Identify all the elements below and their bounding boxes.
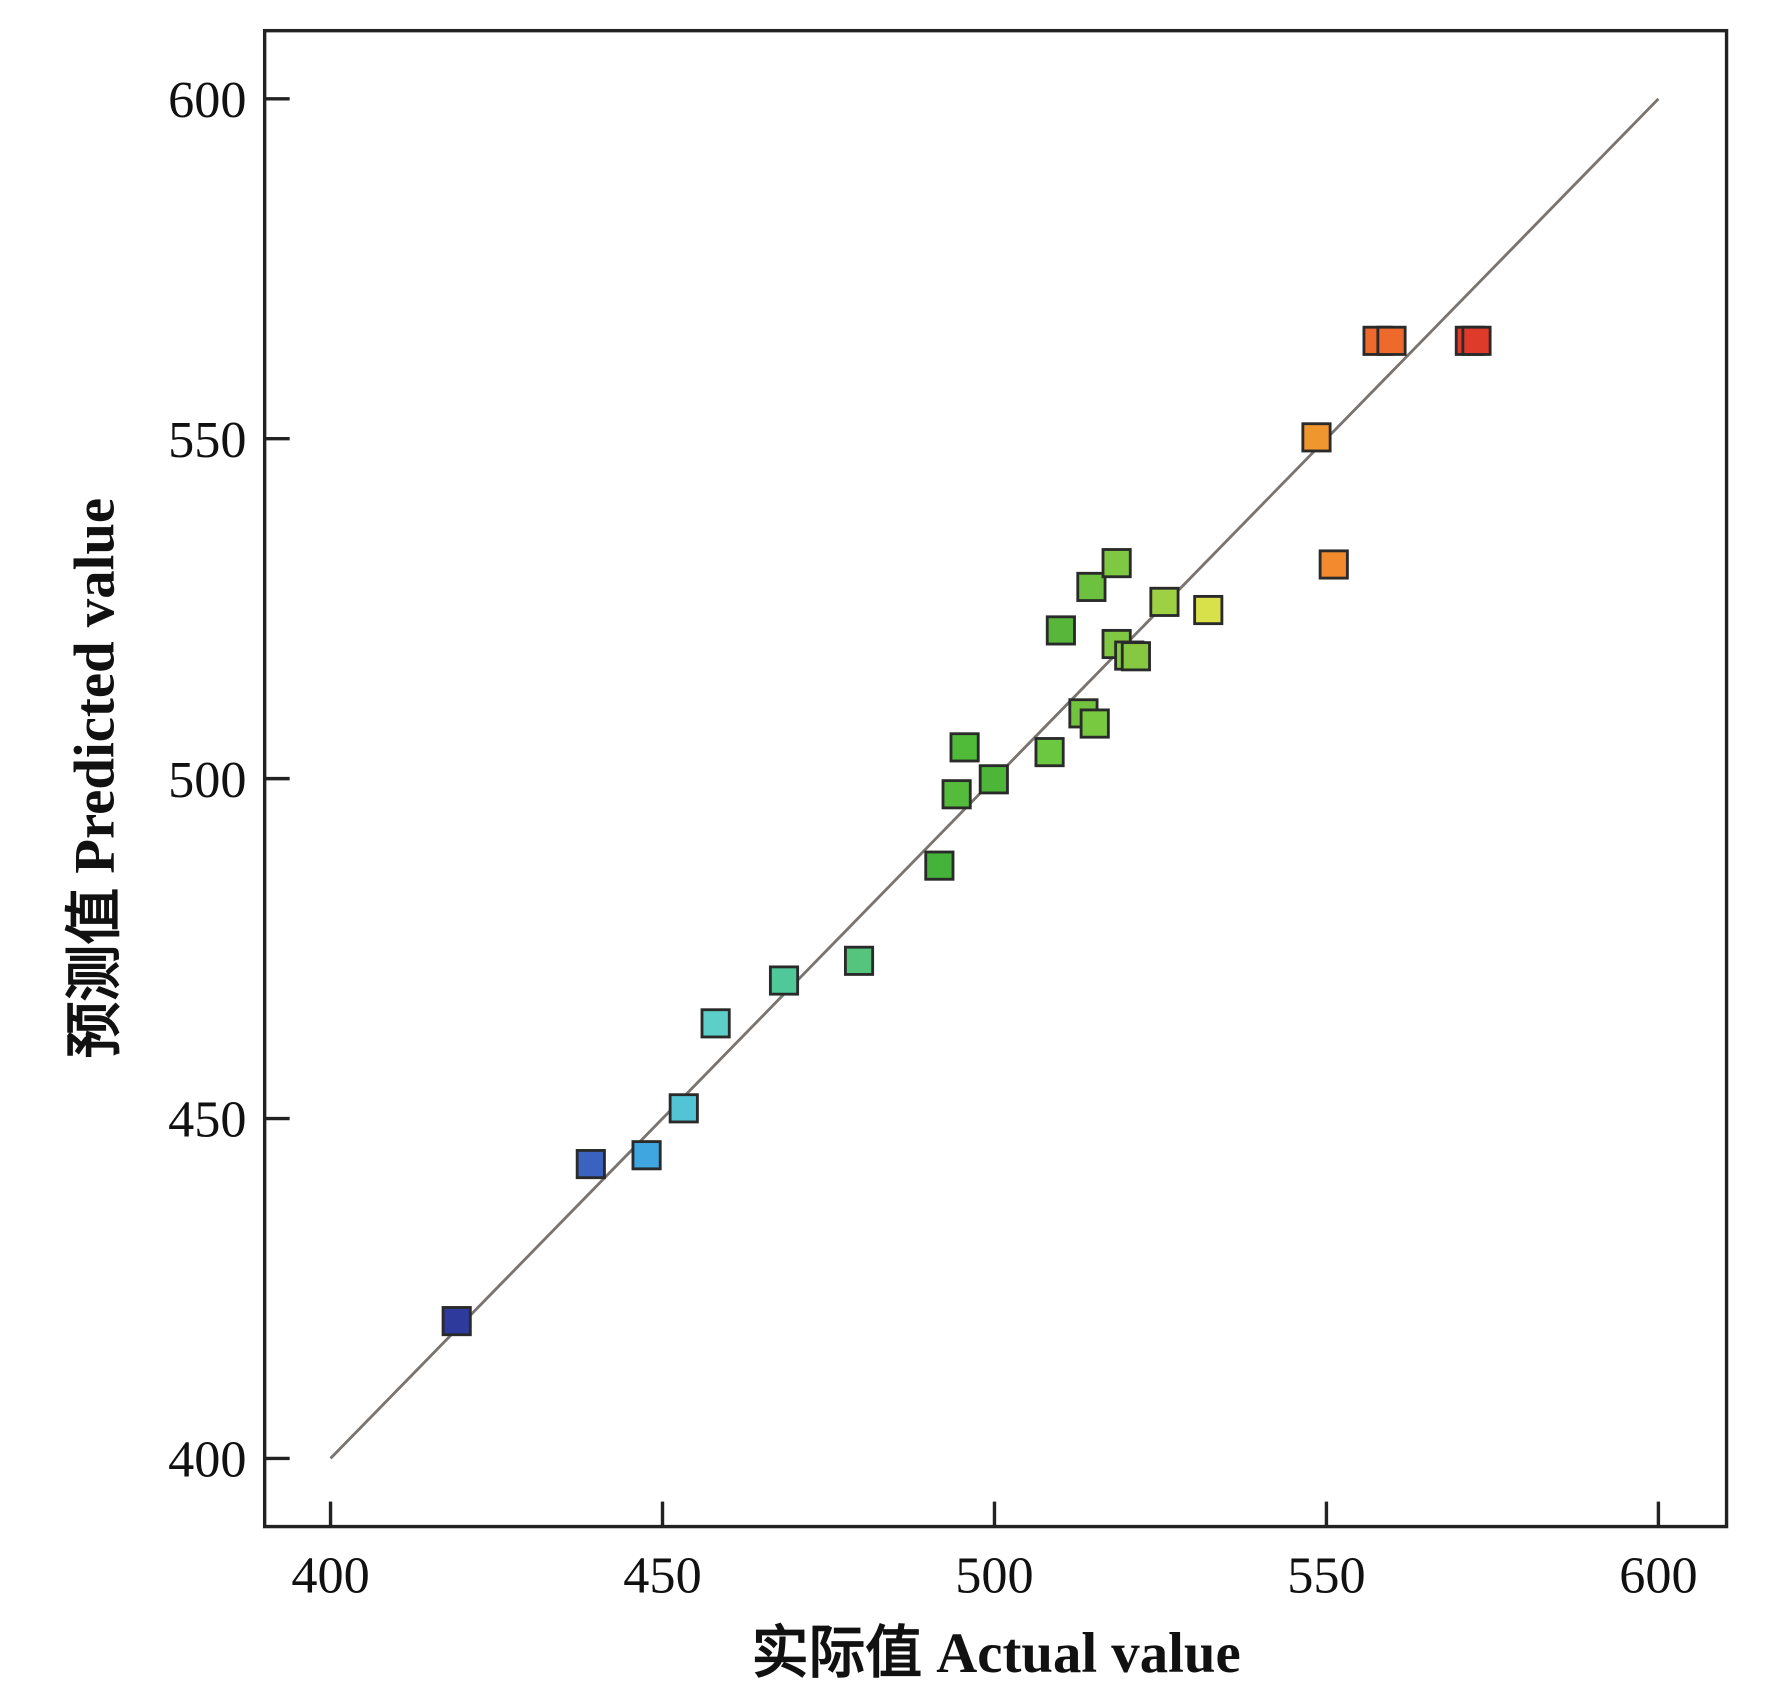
x-tick-label: 600 xyxy=(1619,1546,1697,1604)
data-point xyxy=(1034,737,1065,768)
data-point xyxy=(575,1149,606,1180)
data-point xyxy=(1301,422,1332,453)
y-tick-label: 400 xyxy=(168,1431,246,1489)
data-point xyxy=(1376,325,1407,356)
data-point xyxy=(978,764,1009,795)
data-point xyxy=(441,1306,472,1337)
data-point xyxy=(1076,571,1107,602)
data-point xyxy=(941,779,972,810)
data-point xyxy=(1079,708,1110,739)
data-point xyxy=(843,945,875,976)
data-point xyxy=(1318,549,1349,580)
y-axis-label: 预测值 Predicted value xyxy=(64,498,127,1058)
x-tick-label: 500 xyxy=(955,1546,1033,1604)
y-tick-label: 550 xyxy=(168,411,246,469)
x-tick-label: 400 xyxy=(291,1546,369,1604)
data-point xyxy=(1045,615,1076,646)
data-point xyxy=(700,1008,731,1039)
data-point xyxy=(668,1093,699,1124)
data-point xyxy=(631,1140,662,1171)
data-point xyxy=(1101,548,1132,579)
data-point xyxy=(949,732,980,763)
data-point xyxy=(768,965,800,996)
data-point xyxy=(1120,641,1151,672)
data-point xyxy=(924,850,955,881)
data-point xyxy=(1461,325,1492,356)
data-point xyxy=(1193,594,1224,626)
x-tick-label: 450 xyxy=(623,1546,701,1604)
x-tick-label: 550 xyxy=(1287,1546,1365,1604)
y-tick-label: 500 xyxy=(168,751,246,809)
x-axis-label: 实际值 Actual value xyxy=(752,1622,1241,1685)
y-tick-label: 450 xyxy=(168,1091,246,1149)
y-tick-label: 600 xyxy=(168,71,246,129)
data-point xyxy=(1149,586,1180,617)
